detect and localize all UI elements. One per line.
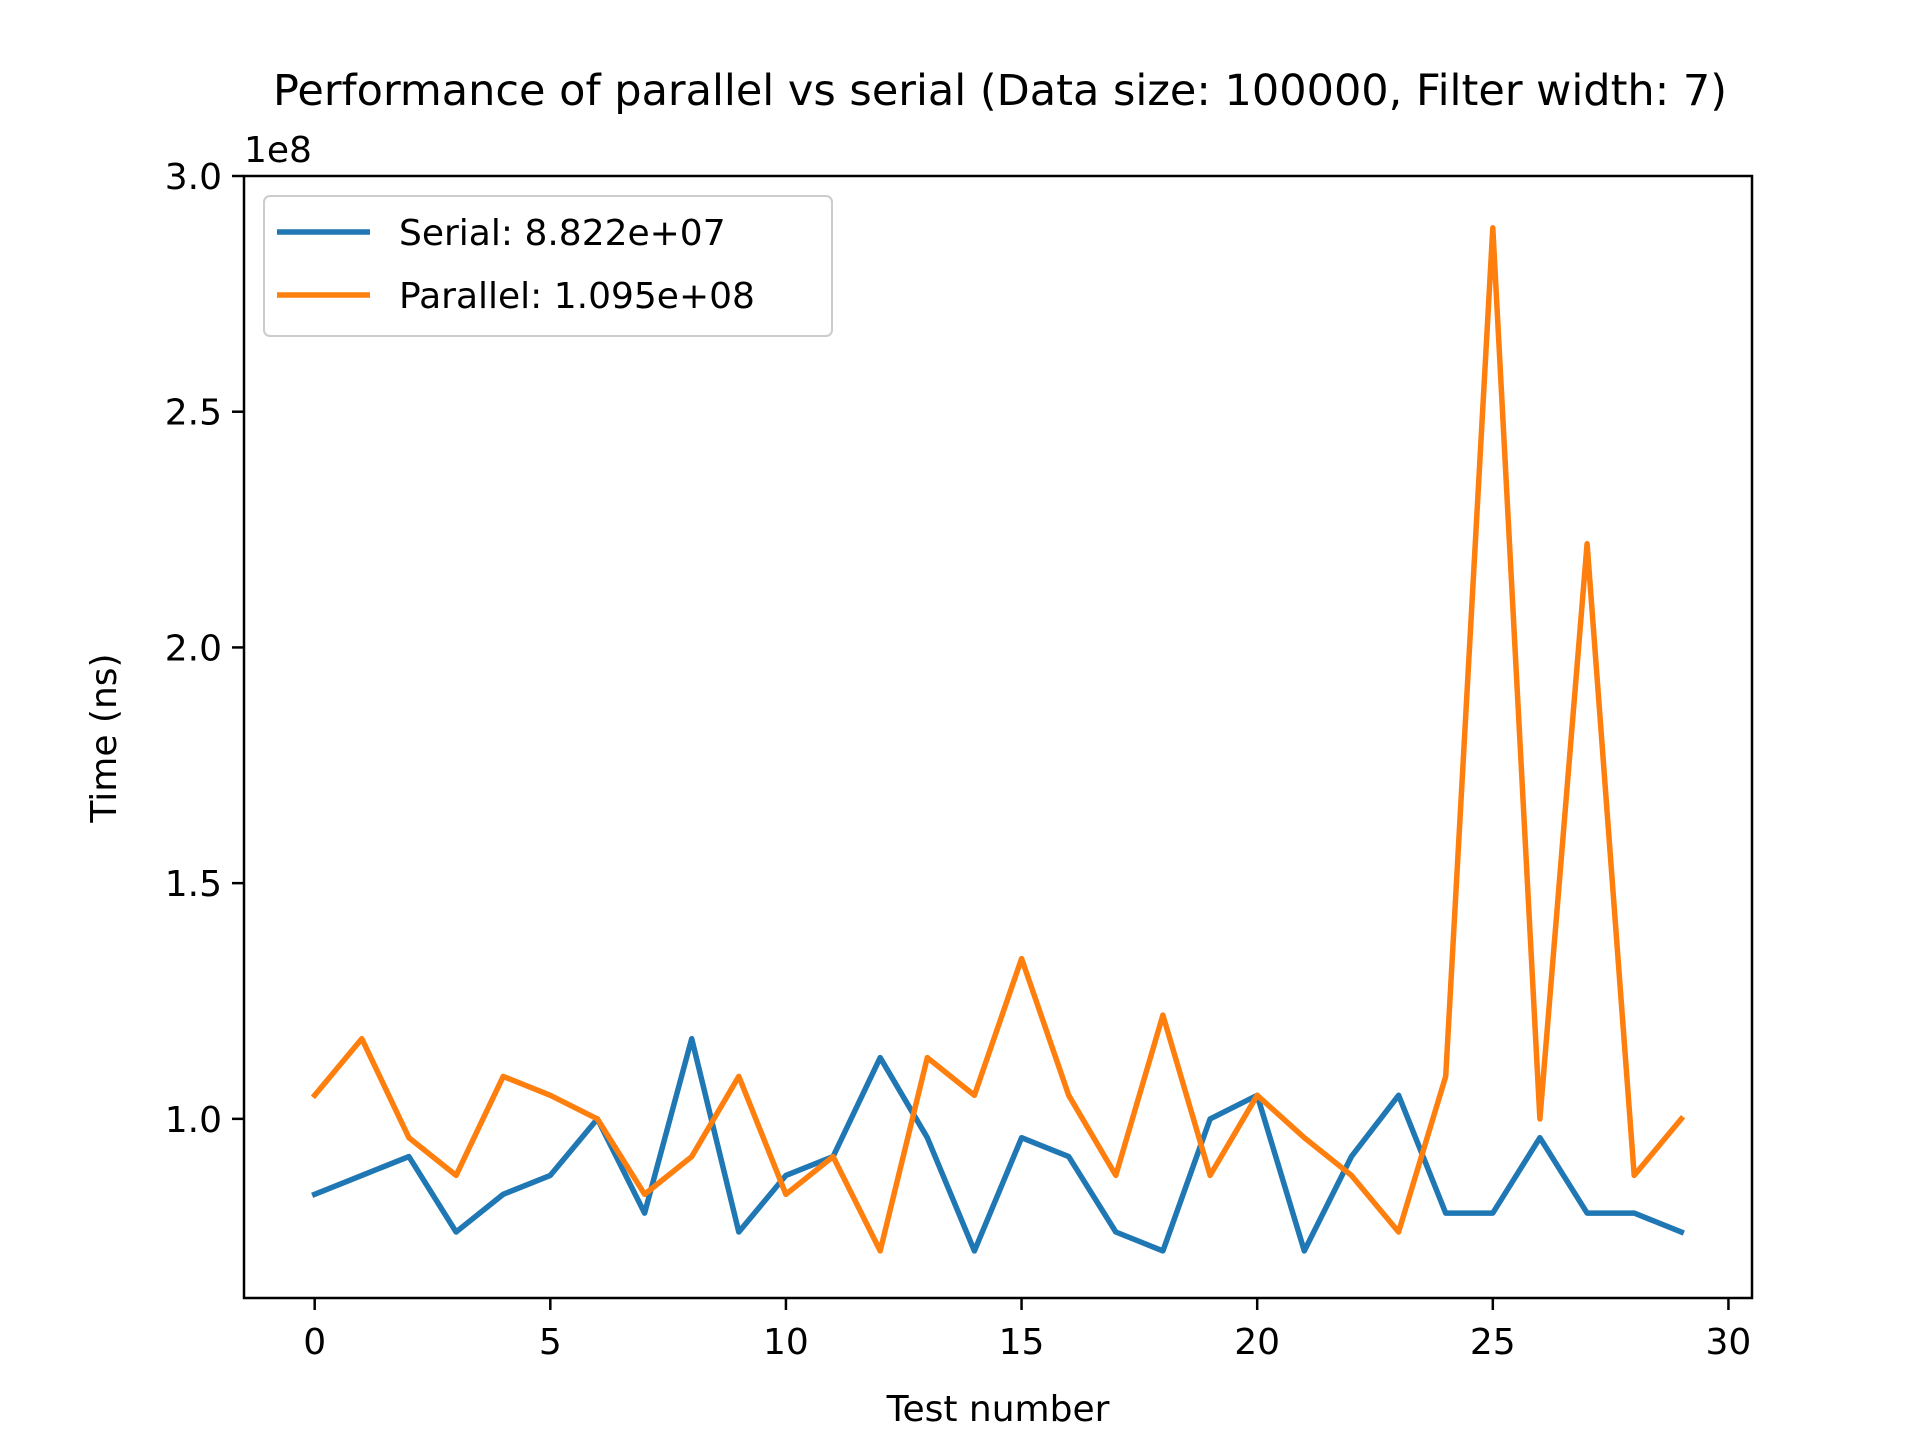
series-layer: [310, 225, 1686, 1254]
series-line-parallel: [310, 225, 1686, 1254]
plot-frame: [242, 174, 1754, 1300]
series-line-serial: [311, 1035, 1685, 1254]
x-tick-label: 10: [763, 1322, 809, 1363]
x-tick-label: 15: [999, 1322, 1045, 1363]
legend-label-serial: Serial: 8.822e+07: [399, 213, 726, 254]
x-tick-label: 20: [1234, 1322, 1280, 1363]
chart-title: Performance of parallel vs serial (Data …: [273, 66, 1727, 116]
x-tick-label: 30: [1706, 1322, 1752, 1363]
x-tick-label: 5: [539, 1322, 562, 1363]
x-tick-label: 25: [1470, 1322, 1516, 1363]
tick-layer: 0 5 10 15 20 25 30 1.0 1.5 2.0 2.5 3.0: [165, 157, 1752, 1363]
x-tick-label: 0: [303, 1322, 326, 1363]
y-offset-label: 1e8: [244, 130, 312, 171]
y-axis-label: Time (ns): [84, 653, 125, 823]
y-tick-label: 1.0: [165, 1100, 222, 1141]
legend: Serial: 8.822e+07 Parallel: 1.095e+08: [263, 195, 833, 337]
y-tick-label: 2.5: [165, 393, 222, 434]
y-tick-label: 1.5: [165, 864, 222, 905]
y-tick-label: 3.0: [165, 157, 222, 198]
legend-box: [263, 195, 833, 337]
y-tick-label: 2.0: [165, 628, 222, 669]
x-axis-label: Test number: [886, 1389, 1110, 1430]
legend-label-parallel: Parallel: 1.095e+08: [399, 276, 755, 317]
